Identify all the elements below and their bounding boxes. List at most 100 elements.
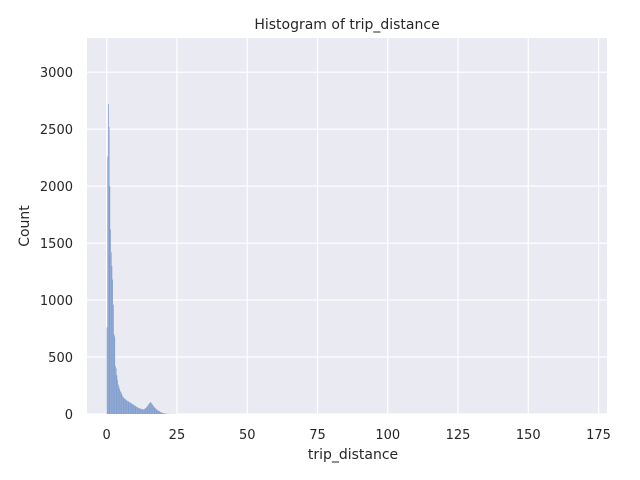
histogram-bar xyxy=(109,186,111,414)
histogram-bar xyxy=(148,404,149,414)
y-tick-label: 2500 xyxy=(40,123,73,138)
histogram-bar xyxy=(163,413,165,414)
histogram-bar xyxy=(110,252,112,414)
x-tick-label: 175 xyxy=(586,428,611,443)
histogram-bar xyxy=(113,334,115,414)
histogram-bar xyxy=(125,399,127,414)
histogram-bar xyxy=(134,405,135,414)
histogram-bar xyxy=(158,411,160,414)
histogram-bar xyxy=(110,229,111,414)
histogram-bar xyxy=(157,410,159,414)
x-tick-label: 75 xyxy=(309,428,326,443)
x-tick-label: 0 xyxy=(103,428,111,443)
histogram-bar xyxy=(123,398,125,414)
histogram-bar xyxy=(116,375,118,414)
y-tick-label: 1000 xyxy=(40,294,73,309)
histogram-bar xyxy=(157,410,158,414)
histogram-bar xyxy=(143,409,145,414)
histogram-bar xyxy=(113,304,114,414)
histogram-bar xyxy=(150,402,151,414)
histogram-bar xyxy=(156,409,158,414)
x-tick-labels: 0 25 50 75 100 125 150 175 xyxy=(103,428,611,443)
histogram-bar xyxy=(120,391,121,414)
histogram-bar xyxy=(131,403,133,414)
histogram-bar xyxy=(162,412,163,414)
histogram-bar xyxy=(111,265,113,414)
histogram-bar xyxy=(117,384,119,414)
y-tick-label: 0 xyxy=(65,408,73,423)
histogram-bar xyxy=(161,412,163,414)
histogram-bar xyxy=(112,279,113,414)
histogram-bar xyxy=(131,403,132,414)
y-tick-label: 1500 xyxy=(40,237,73,252)
histogram-bar xyxy=(141,408,142,414)
y-tick-label: 2000 xyxy=(40,180,73,195)
y-tick-labels: 0 500 1000 1500 2000 2500 3000 xyxy=(40,66,73,423)
histogram-bar xyxy=(118,386,120,414)
histogram-bar xyxy=(160,411,161,414)
histogram-bar xyxy=(127,400,128,414)
y-tick-label: 3000 xyxy=(40,66,73,81)
histogram-bar xyxy=(149,402,151,414)
x-tick-label: 125 xyxy=(446,428,471,443)
histogram-bar xyxy=(122,395,123,414)
histogram-bar xyxy=(142,409,144,414)
histogram-bar xyxy=(160,412,162,414)
histogram-bar xyxy=(152,404,154,414)
x-tick-label: 150 xyxy=(516,428,541,443)
histogram-bar xyxy=(126,400,128,414)
y-axis-label: Count xyxy=(17,205,33,247)
histogram-bar xyxy=(153,406,155,414)
x-tick-label: 25 xyxy=(169,428,186,443)
histogram-bar xyxy=(114,336,116,414)
histogram-bar xyxy=(145,408,147,414)
histogram-bar xyxy=(108,104,109,415)
histogram-bar xyxy=(124,399,126,414)
histogram-bar xyxy=(150,402,152,414)
histogram-bar xyxy=(147,405,149,414)
histogram-bar xyxy=(132,404,134,414)
histogram-bar xyxy=(108,126,110,414)
histogram-bar xyxy=(146,407,147,414)
histogram-bar xyxy=(146,406,148,414)
histogram-bar xyxy=(129,402,130,414)
histogram-bar xyxy=(134,405,136,414)
histogram-bar xyxy=(115,366,116,414)
histogram-bar xyxy=(124,398,125,414)
histogram-bar xyxy=(122,396,124,414)
histogram-bar xyxy=(137,407,139,414)
histogram-bar xyxy=(159,411,161,414)
histogram-bar xyxy=(115,368,117,414)
histogram-bar xyxy=(139,408,140,414)
histogram-bar xyxy=(141,409,143,414)
histogram-bars xyxy=(106,104,177,415)
histogram-bar xyxy=(107,156,109,415)
histogram-bar xyxy=(130,403,132,414)
histogram-bar xyxy=(148,403,150,414)
histogram-bar xyxy=(153,405,154,414)
histogram-bar xyxy=(138,408,139,414)
y-tick-label: 500 xyxy=(48,351,73,366)
chart-title: Histogram of trip_distance xyxy=(254,17,439,33)
histogram-bar xyxy=(136,407,138,414)
histogram-bar xyxy=(155,408,156,414)
histogram-bar xyxy=(117,379,118,414)
histogram-bar xyxy=(106,327,108,414)
histogram-bar xyxy=(136,406,137,414)
x-axis-label: trip_distance xyxy=(308,447,398,463)
histogram-bar xyxy=(143,409,144,414)
histogram-bar xyxy=(162,413,164,414)
histogram-bar xyxy=(119,388,121,414)
histogram-bar xyxy=(121,394,123,414)
histogram-bar xyxy=(133,404,135,414)
plot-area xyxy=(87,38,607,414)
histogram-bar xyxy=(127,401,129,414)
histogram-bar xyxy=(129,402,131,414)
histogram-bar xyxy=(135,406,137,414)
histogram-bar xyxy=(120,392,122,414)
x-tick-label: 100 xyxy=(375,428,400,443)
histogram-bar xyxy=(155,408,157,414)
histogram-bar xyxy=(139,408,141,414)
histogram-bar xyxy=(144,408,146,414)
